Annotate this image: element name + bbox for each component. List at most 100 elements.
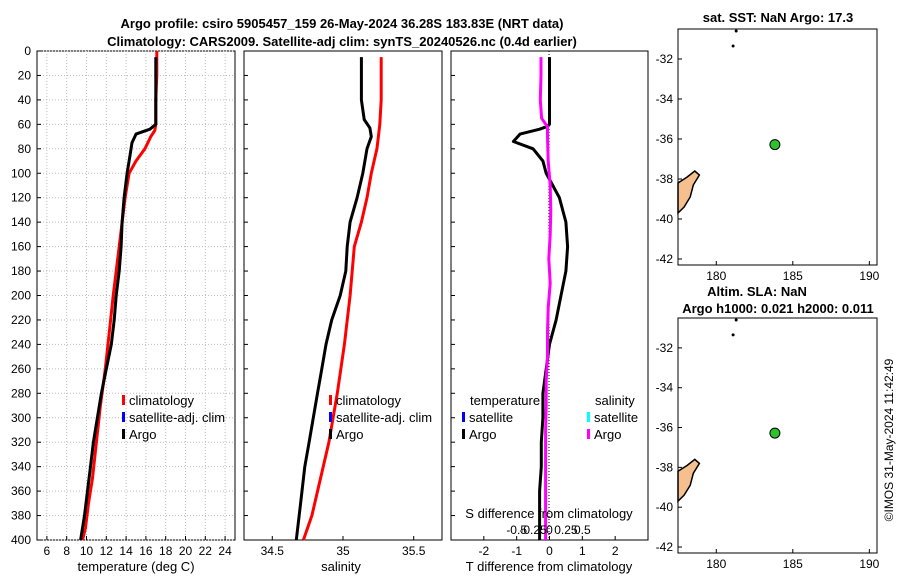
temperature-xlabel: temperature (deg C)	[77, 559, 194, 574]
depth-tick-label: 360	[11, 484, 31, 498]
imos-stamp: ©IMOS 31-May-2024 11:42:49	[882, 358, 896, 521]
sla-map-land	[677, 458, 701, 503]
sst-map-y-tick-label: -36	[656, 132, 674, 146]
difference-legend: temperature satellite Argo salinity satellit…	[462, 393, 638, 442]
sst-map-x-tick-label: 180	[706, 269, 726, 283]
salinity-legend: climatology satellite-adj. clim Argo	[329, 393, 432, 442]
temperature-panel: 6 8 10 12 14 16 18 20 22 24 temperature (deg C) c…	[36, 50, 236, 574]
depth-tick-label: 160	[11, 240, 31, 254]
difference-ticks: -2 -1 0 1 2	[478, 536, 619, 558]
sst-map-x-tick-label: 190	[859, 269, 879, 283]
s-difference-ticks: -0.5-0.25 0 0.250.5	[506, 523, 591, 537]
sla-map-y-tick-label: -42	[656, 540, 674, 554]
depth-tick-label: 40	[18, 93, 32, 107]
sla-map-y-tick-label: -34	[656, 381, 674, 395]
difference-x-tick-label: -2	[478, 544, 489, 558]
difference-salinity-legend-label: Argo	[594, 427, 621, 442]
temperature-x-tick-label: 24	[218, 544, 232, 558]
temperature-x-tick-label: 12	[100, 544, 114, 558]
salinity-legend-swatch	[329, 429, 332, 439]
temperature-lines	[79, 51, 159, 541]
difference-x-tick-label: 1	[579, 544, 586, 558]
depth-tick-label: 220	[11, 313, 31, 327]
temperature-series-argo	[79, 57, 158, 541]
difference-panel: -2 -1 0 1 2 S difference from climatology -0…	[450, 50, 649, 574]
sst-map-y-tick-label: -38	[656, 172, 674, 186]
temperature-legend-title: temperature	[470, 393, 540, 408]
salinity-legend-swatch	[329, 412, 332, 422]
sst-map-x-tick-label: 185	[783, 269, 803, 283]
depth-tick-label: 100	[11, 166, 31, 180]
sla-map-x-tick-label: 185	[783, 557, 803, 571]
sst-map: sat. SST: NaN Argo: 17.3 180 185 190 -32 -34…	[656, 10, 880, 283]
sla-map-ticks: 180 185 190 -32 -34 -36 -38 -40 -42	[656, 341, 880, 571]
sla-map-x-tick-label: 190	[859, 557, 879, 571]
salinity-xlabel: salinity	[321, 559, 361, 574]
salinity-legend-label: satellite-adj. clim	[336, 410, 432, 425]
s-difference-tick-label: 0.25	[554, 523, 578, 537]
sla-map-y-tick-label: -36	[656, 421, 674, 435]
sst-map-y-tick-label: -40	[656, 212, 674, 226]
title-line-1: Argo profile: csiro 5905457_159 26-May-2…	[121, 16, 564, 31]
temperature-legend-swatch	[122, 395, 125, 405]
depth-tick-label: 200	[11, 289, 31, 303]
difference-lines	[511, 57, 570, 540]
sla-map-island	[731, 333, 735, 337]
salinity-series-argo	[294, 57, 373, 541]
difference-x-tick-label: 2	[612, 544, 619, 558]
sla-map-y-tick-label: -38	[656, 460, 674, 474]
sla-map-island	[734, 318, 738, 322]
temperature-grid	[37, 50, 235, 541]
s-difference-tick-label: -0.5	[506, 523, 527, 537]
depth-tick-label: 140	[11, 215, 31, 229]
sst-map-content	[677, 29, 781, 215]
temperature-legend-label: Argo	[129, 427, 156, 442]
sst-map-axes	[677, 28, 878, 266]
temperature-x-tick-label: 20	[179, 544, 193, 558]
difference-temperature-legend-swatch	[462, 412, 465, 422]
sla-map-subtitle: Argo h1000: 0.021 h2000: 0.011	[682, 301, 874, 316]
depth-tick-label: 340	[11, 460, 31, 474]
salinity-series-climatology	[301, 57, 383, 541]
sla-map-y-tick-label: -32	[656, 341, 674, 355]
depth-tick-label: 320	[11, 435, 31, 449]
temperature-x-tick-label: 22	[199, 544, 213, 558]
s-difference-tick-label: 0.5	[574, 523, 591, 537]
depth-tick-label: 0	[24, 44, 31, 58]
difference-salinity-legend-swatch	[587, 429, 590, 439]
temperature-legend-swatch	[122, 429, 125, 439]
temperature-legend-swatch	[122, 412, 125, 422]
salinity-legend-swatch	[329, 395, 332, 405]
sst-map-ticks: 180 185 190 -32 -34 -36 -38 -40 -42	[656, 52, 880, 283]
depth-tick-label: 180	[11, 264, 31, 278]
difference-salinity-legend-label: satellite	[594, 410, 638, 425]
sst-map-y-tick-label: -42	[656, 252, 674, 266]
temperature-x-tick-label: 8	[63, 544, 70, 558]
salinity-x-tick-label: 35.5	[402, 544, 426, 558]
depth-tick-label: 380	[11, 509, 31, 523]
sst-map-island	[731, 44, 735, 48]
depth-tick-label: 280	[11, 386, 31, 400]
depth-tick-label: 120	[11, 191, 31, 205]
temperature-x-tick-label: 6	[44, 544, 51, 558]
sst-map-float-marker	[769, 139, 781, 151]
sst-map-land	[677, 170, 701, 215]
salinity-legend-label: climatology	[336, 393, 402, 408]
depth-tick-label: 80	[18, 142, 32, 156]
depth-tick-label: 20	[18, 68, 32, 82]
difference-temperature-legend-label: Argo	[469, 427, 496, 442]
sst-map-y-tick-label: -32	[656, 52, 674, 66]
s-difference-tick-label: 0	[546, 523, 553, 537]
sst-map-y-tick-label: -34	[656, 92, 674, 106]
difference-x-tick-label: -1	[511, 544, 522, 558]
salinity-panel: 34.5 35 35.5 salinity climatology satellite…	[243, 50, 443, 574]
difference-temperature-legend-label: satellite	[469, 410, 513, 425]
sla-map: Altim. SLA: NaN Argo h1000: 0.021 h2000:…	[656, 284, 880, 571]
t-difference-label: T difference from climatology	[466, 559, 633, 574]
sla-map-title: Altim. SLA: NaN	[707, 284, 807, 299]
s-difference-tick-label: -0.25	[519, 523, 547, 537]
salinity-legend-label: Argo	[336, 427, 363, 442]
salinity-x-tick-label: 34.5	[261, 544, 285, 558]
salinity-legend-title: salinity	[595, 393, 635, 408]
